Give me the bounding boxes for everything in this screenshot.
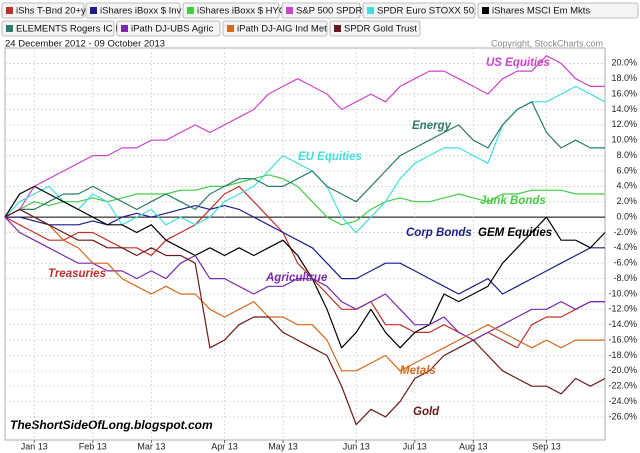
legend-item[interactable]: SPDR Gold Trust bbox=[329, 20, 421, 37]
legend-item[interactable]: SPDR Euro STOXX 50 bbox=[362, 2, 476, 19]
x-tick-label: Mar 13 bbox=[137, 441, 165, 451]
legend-label: iShs T-Bnd 20+y bbox=[16, 6, 86, 17]
legend-label: SPDR Gold Trust bbox=[344, 24, 417, 35]
series-line bbox=[4, 216, 605, 341]
legend-item[interactable]: iShares iBoxx $ HYCB bbox=[182, 2, 292, 19]
series-line bbox=[4, 55, 605, 218]
legend-swatch bbox=[187, 7, 194, 14]
y-tick-label: -26.0% bbox=[608, 411, 637, 421]
legend-button bbox=[222, 20, 328, 37]
annotation: Metals bbox=[400, 365, 436, 377]
y-tick-label: 20.0% bbox=[611, 58, 637, 68]
x-tick-label: Sep 13 bbox=[532, 441, 561, 451]
x-tick-label: Jul 13 bbox=[403, 441, 427, 451]
watermark: TheShortSideOfLong.blogspot.com bbox=[10, 418, 213, 432]
legend-button bbox=[477, 2, 639, 19]
legend-swatch bbox=[6, 25, 13, 32]
legend-button bbox=[329, 20, 421, 37]
legend-button bbox=[281, 2, 361, 19]
legend-button bbox=[182, 2, 280, 19]
legend-button bbox=[116, 20, 221, 37]
y-tick-label: 6.0% bbox=[616, 165, 637, 175]
x-tick-label: Apr 13 bbox=[211, 441, 238, 451]
y-tick-label: 0.0% bbox=[616, 211, 637, 221]
legend-label: SPDR Euro STOXX 50 bbox=[377, 6, 474, 17]
legend-label: S&P 500 SPDRs bbox=[296, 6, 367, 17]
y-tick-label: 8.0% bbox=[616, 150, 637, 160]
legend-item[interactable]: iShares MSCI Em Mkts bbox=[477, 2, 639, 19]
legend-label: iShares iBoxx $ HYCB bbox=[197, 6, 292, 17]
annotation: US Equities bbox=[486, 57, 550, 69]
y-tick-label: -12.0% bbox=[608, 304, 637, 314]
y-tick-label: 10.0% bbox=[611, 135, 637, 145]
y-tick-label: 16.0% bbox=[611, 88, 637, 98]
y-tick-label: -4.0% bbox=[613, 242, 637, 252]
y-tick-label: -16.0% bbox=[608, 334, 637, 344]
legend-button bbox=[85, 2, 181, 19]
annotation: EU Equities bbox=[298, 151, 362, 163]
legend-swatch bbox=[90, 7, 97, 14]
legend-label: iShares MSCI Em Mkts bbox=[492, 6, 590, 17]
date-range: 24 December 2012 - 09 October 2013 bbox=[5, 39, 165, 50]
series-line bbox=[4, 185, 606, 349]
y-tick-label: -20.0% bbox=[608, 365, 637, 375]
legend-button bbox=[1, 2, 85, 19]
y-tick-label: -14.0% bbox=[608, 319, 637, 329]
legend-button bbox=[1, 20, 115, 37]
legend-item[interactable]: iShares iBoxx $ Inv bbox=[85, 2, 182, 19]
y-tick-label: -22.0% bbox=[608, 381, 637, 391]
series-line bbox=[4, 101, 605, 218]
y-tick-label: -2.0% bbox=[613, 227, 637, 237]
legend-swatch bbox=[334, 25, 341, 32]
y-tick-label: -24.0% bbox=[608, 396, 637, 406]
legend-label: ELEMENTS Rogers IC E bbox=[16, 24, 122, 35]
series-line bbox=[4, 208, 606, 426]
y-tick-label: 18.0% bbox=[611, 73, 637, 83]
x-tick-label: Jun 13 bbox=[343, 441, 370, 451]
legend-item[interactable]: ELEMENTS Rogers IC E bbox=[1, 20, 122, 37]
legend-item[interactable]: iShs T-Bnd 20+y bbox=[1, 2, 86, 19]
annotation: Treasuries bbox=[48, 268, 106, 280]
annotation: Junk Bonds bbox=[480, 195, 546, 207]
y-tick-label: 4.0% bbox=[616, 181, 637, 191]
legend-swatch bbox=[286, 7, 293, 14]
y-tick-label: 12.0% bbox=[611, 119, 637, 129]
legend-swatch bbox=[121, 25, 128, 32]
y-tick-label: 2.0% bbox=[616, 196, 637, 206]
annotation: Gold bbox=[413, 406, 440, 418]
legend-item[interactable]: iPath DJ-UBS Agric bbox=[116, 20, 221, 37]
legend-swatch bbox=[6, 7, 13, 14]
legend-swatch bbox=[482, 7, 489, 14]
legend-swatch bbox=[227, 25, 234, 32]
x-tick-label: May 13 bbox=[268, 441, 298, 451]
x-tick-label: Feb 13 bbox=[79, 441, 107, 451]
y-tick-label: -8.0% bbox=[613, 273, 637, 283]
y-tick-label: -6.0% bbox=[613, 258, 637, 268]
legend-item[interactable]: S&P 500 SPDRs bbox=[281, 2, 367, 19]
y-tick-label: -18.0% bbox=[608, 350, 637, 360]
legend-label: iPath DJ-UBS Agric bbox=[131, 24, 214, 35]
x-tick-label: Jan 13 bbox=[21, 441, 48, 451]
annotation: GEM Equities bbox=[478, 227, 552, 239]
legend-label: iPath DJ-AIG Ind Met bbox=[237, 24, 327, 35]
y-tick-label: 14.0% bbox=[611, 104, 637, 114]
series-line bbox=[4, 185, 605, 349]
series-line bbox=[4, 208, 605, 372]
x-tick-label: Aug 13 bbox=[459, 441, 488, 451]
y-tick-label: -10.0% bbox=[608, 288, 637, 298]
annotation: Energy bbox=[412, 120, 452, 132]
legend-item[interactable]: iPath DJ-AIG Ind Met bbox=[222, 20, 328, 37]
legend-swatch bbox=[367, 7, 374, 14]
annotation: Corp Bonds bbox=[406, 227, 472, 239]
annotation: Agricultrue bbox=[265, 272, 328, 284]
copyright: Copyright, StockCharts.com bbox=[491, 38, 603, 48]
legend-button bbox=[362, 2, 476, 19]
legend-label: iShares iBoxx $ Inv bbox=[100, 6, 182, 17]
